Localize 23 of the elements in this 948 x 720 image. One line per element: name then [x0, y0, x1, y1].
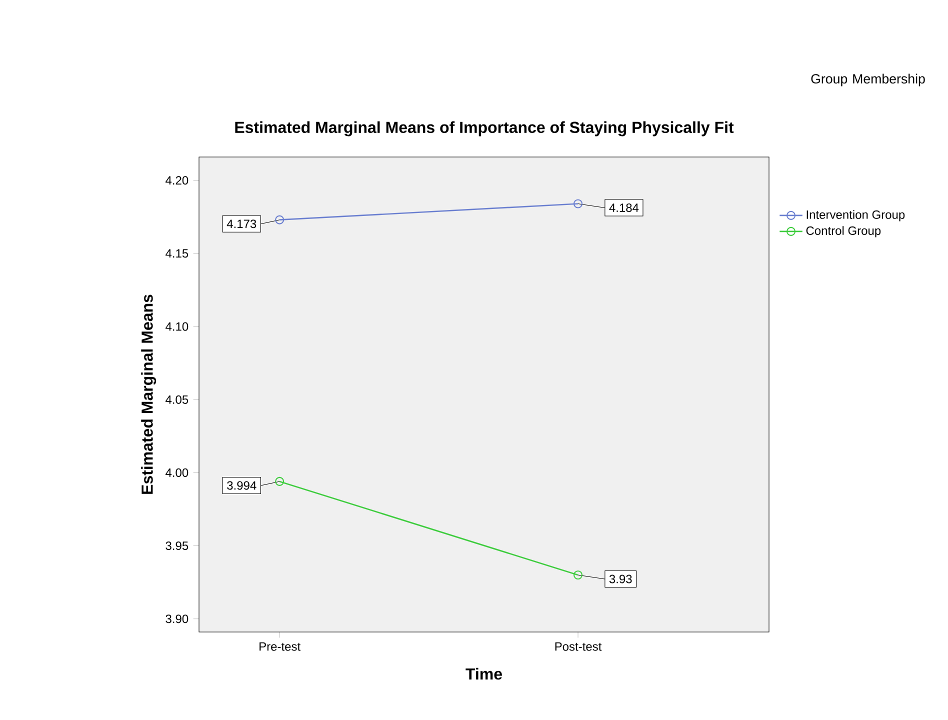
point [573, 570, 583, 580]
legend-label: Intervention Group [806, 210, 905, 222]
y-tick-label: 4.15 [166, 249, 188, 258]
y-tick-label: 3.95 [166, 542, 188, 550]
y-tick-label: 4.00 [166, 468, 188, 477]
x-tick-label: Pre-test [260, 642, 300, 651]
chart-title: Estimated Marginal Means of Importance of Staying Physically Fit [235, 121, 734, 136]
data-label: 3.994 [227, 481, 256, 490]
x-tick-label: Post-test [555, 642, 602, 651]
point [275, 476, 284, 486]
data-label: 4.184 [609, 204, 639, 212]
point [573, 199, 583, 208]
legend-label: Control Group [806, 226, 881, 238]
y-tick-label: 4.20 [166, 176, 188, 185]
data-label: 3.93 [609, 574, 632, 584]
y-axis-title: Estimated Marginal Means [141, 294, 156, 494]
y-tick-label: 3.90 [166, 614, 188, 624]
x-axis-title: Time [466, 668, 502, 680]
y-tick-label: 4.05 [166, 395, 188, 404]
y-tick-label: 4.10 [166, 322, 188, 331]
legend-title: Group Membership [811, 74, 925, 86]
data-label: 4.173 [226, 220, 256, 228]
point [275, 215, 284, 224]
